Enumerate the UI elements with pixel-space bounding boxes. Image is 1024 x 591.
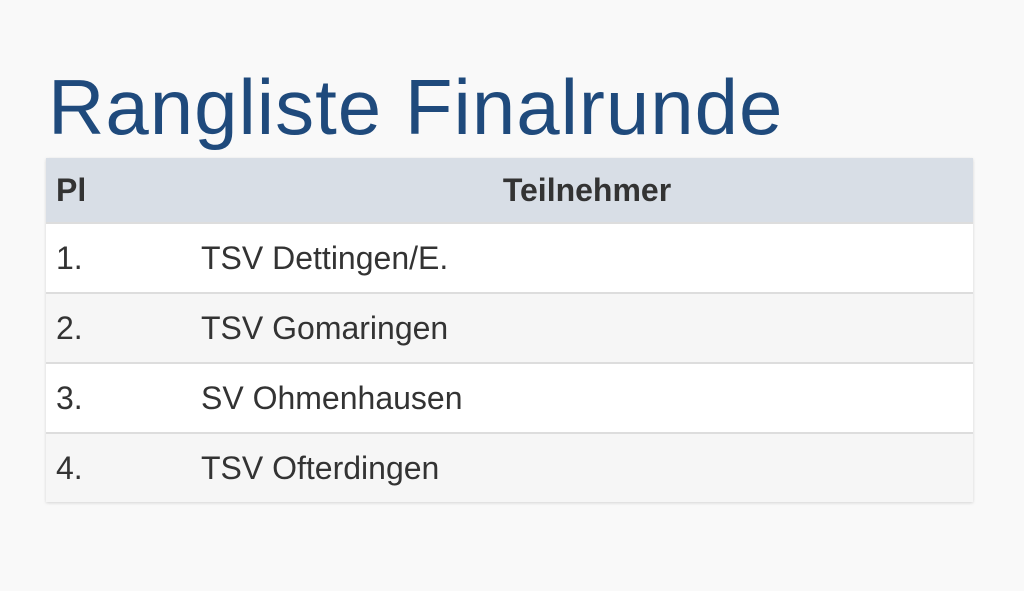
team-cell: TSV Gomaringen (201, 292, 973, 363)
table-row: 4. TSV Ofterdingen (46, 432, 973, 502)
ranking-table: Pl Teilnehmer 1. TSV Dettingen/E. 2. TSV Go… (46, 158, 973, 502)
page-title: Rangliste Finalrunde (48, 63, 784, 151)
table-row: 1. TSV Dettingen/E. (46, 222, 973, 293)
team-cell: TSV Ofterdingen (201, 432, 973, 502)
table-row: 2. TSV Gomaringen (46, 292, 973, 363)
team-cell: SV Ohmenhausen (201, 362, 973, 433)
table-row: 3. SV Ohmenhausen (46, 362, 973, 433)
header-row: Pl Teilnehmer (46, 158, 973, 223)
rank-cell: 1. (46, 222, 201, 293)
rank-cell: 4. (46, 432, 201, 502)
rank-cell: 3. (46, 362, 201, 433)
rank-cell: 2. (46, 292, 201, 363)
column-header: Pl (46, 158, 201, 223)
column-header: Teilnehmer (201, 158, 973, 223)
team-cell: TSV Dettingen/E. (201, 222, 973, 293)
